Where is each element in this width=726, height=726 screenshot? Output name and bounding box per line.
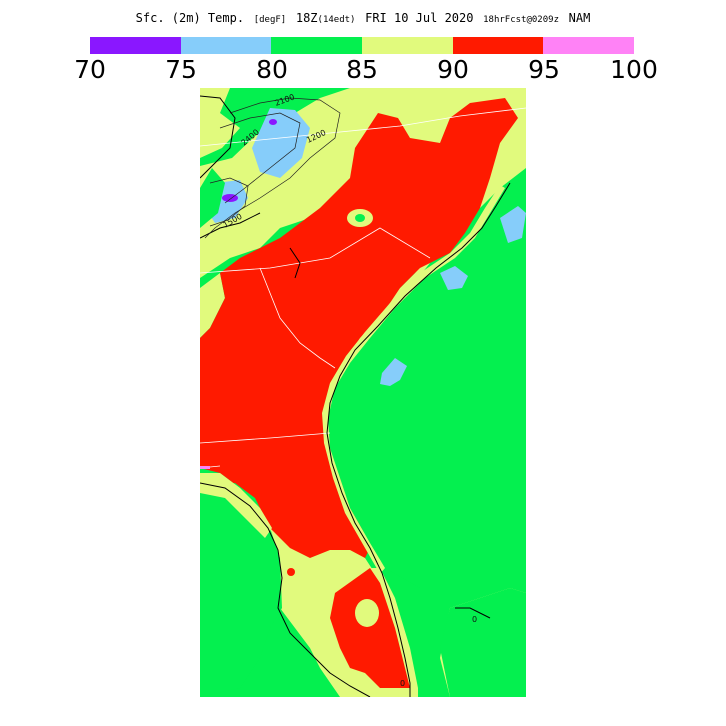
title-model: NAM [568,11,591,25]
temperature-map: 2100 2400 1200 1500 0 0 [200,88,526,697]
legend-tick-label: 100 [610,55,658,84]
legend-tick-label: 85 [346,55,378,84]
legend-tick-label: 70 [74,55,106,84]
title-forecast: 18hrFcst@0209z [483,15,559,25]
blue-region-mountains [252,108,310,178]
yellow-panhandle-strip [200,473,272,538]
yellow-region-west [200,273,225,338]
yellow-inland-island [355,599,379,627]
title-main: Sfc. (2m) Temp. [135,11,245,25]
green-patch-nw [200,168,225,228]
legend-swatch-85-90 [362,37,453,54]
title-units: [degF] [253,15,287,25]
green-inland-hole [355,214,365,222]
map-canvas: 2100 2400 1200 1500 0 0 [200,88,526,697]
legend-tick-label: 90 [437,55,469,84]
red-spot [287,568,295,576]
blue-ocean-spot-3 [500,206,526,243]
state-boundaries [200,107,526,469]
legend-swatch-80-85 [271,37,363,54]
green-region-gulf [200,483,282,697]
color-legend [90,37,635,54]
red-region-main [200,98,518,558]
green-patch-top [230,90,250,110]
legend-tick-label: 95 [528,55,560,84]
coastline [200,95,511,697]
legend-swatch-70-75 [90,37,181,54]
title-date: FRI 10 Jul 2020 [365,11,474,25]
legend-tick-label: 75 [165,55,197,84]
contour-label: 0 [400,679,405,688]
legend-swatch-75-80 [180,37,272,54]
contour-label: 0 [472,615,477,624]
legend-tick-label: 80 [256,55,288,84]
title-local: (14edt) [317,15,356,25]
map-title: Sfc. (2m) Temp. [degF] 18Z(14edt) FRI 10… [0,7,726,26]
purple-peak [269,119,277,125]
yellow-region-nw [200,88,240,158]
blue-ocean-spot [380,358,407,386]
title-time: 18Z [295,11,318,25]
terrain-contours [204,97,341,239]
legend-swatch-90-95 [452,37,544,54]
blue-ocean-spot-2 [440,266,468,290]
pink-marker [200,466,210,469]
legend-swatch-95-100 [543,37,635,54]
red-region-florida [330,568,410,688]
green-ocean-atlantic [328,178,526,697]
